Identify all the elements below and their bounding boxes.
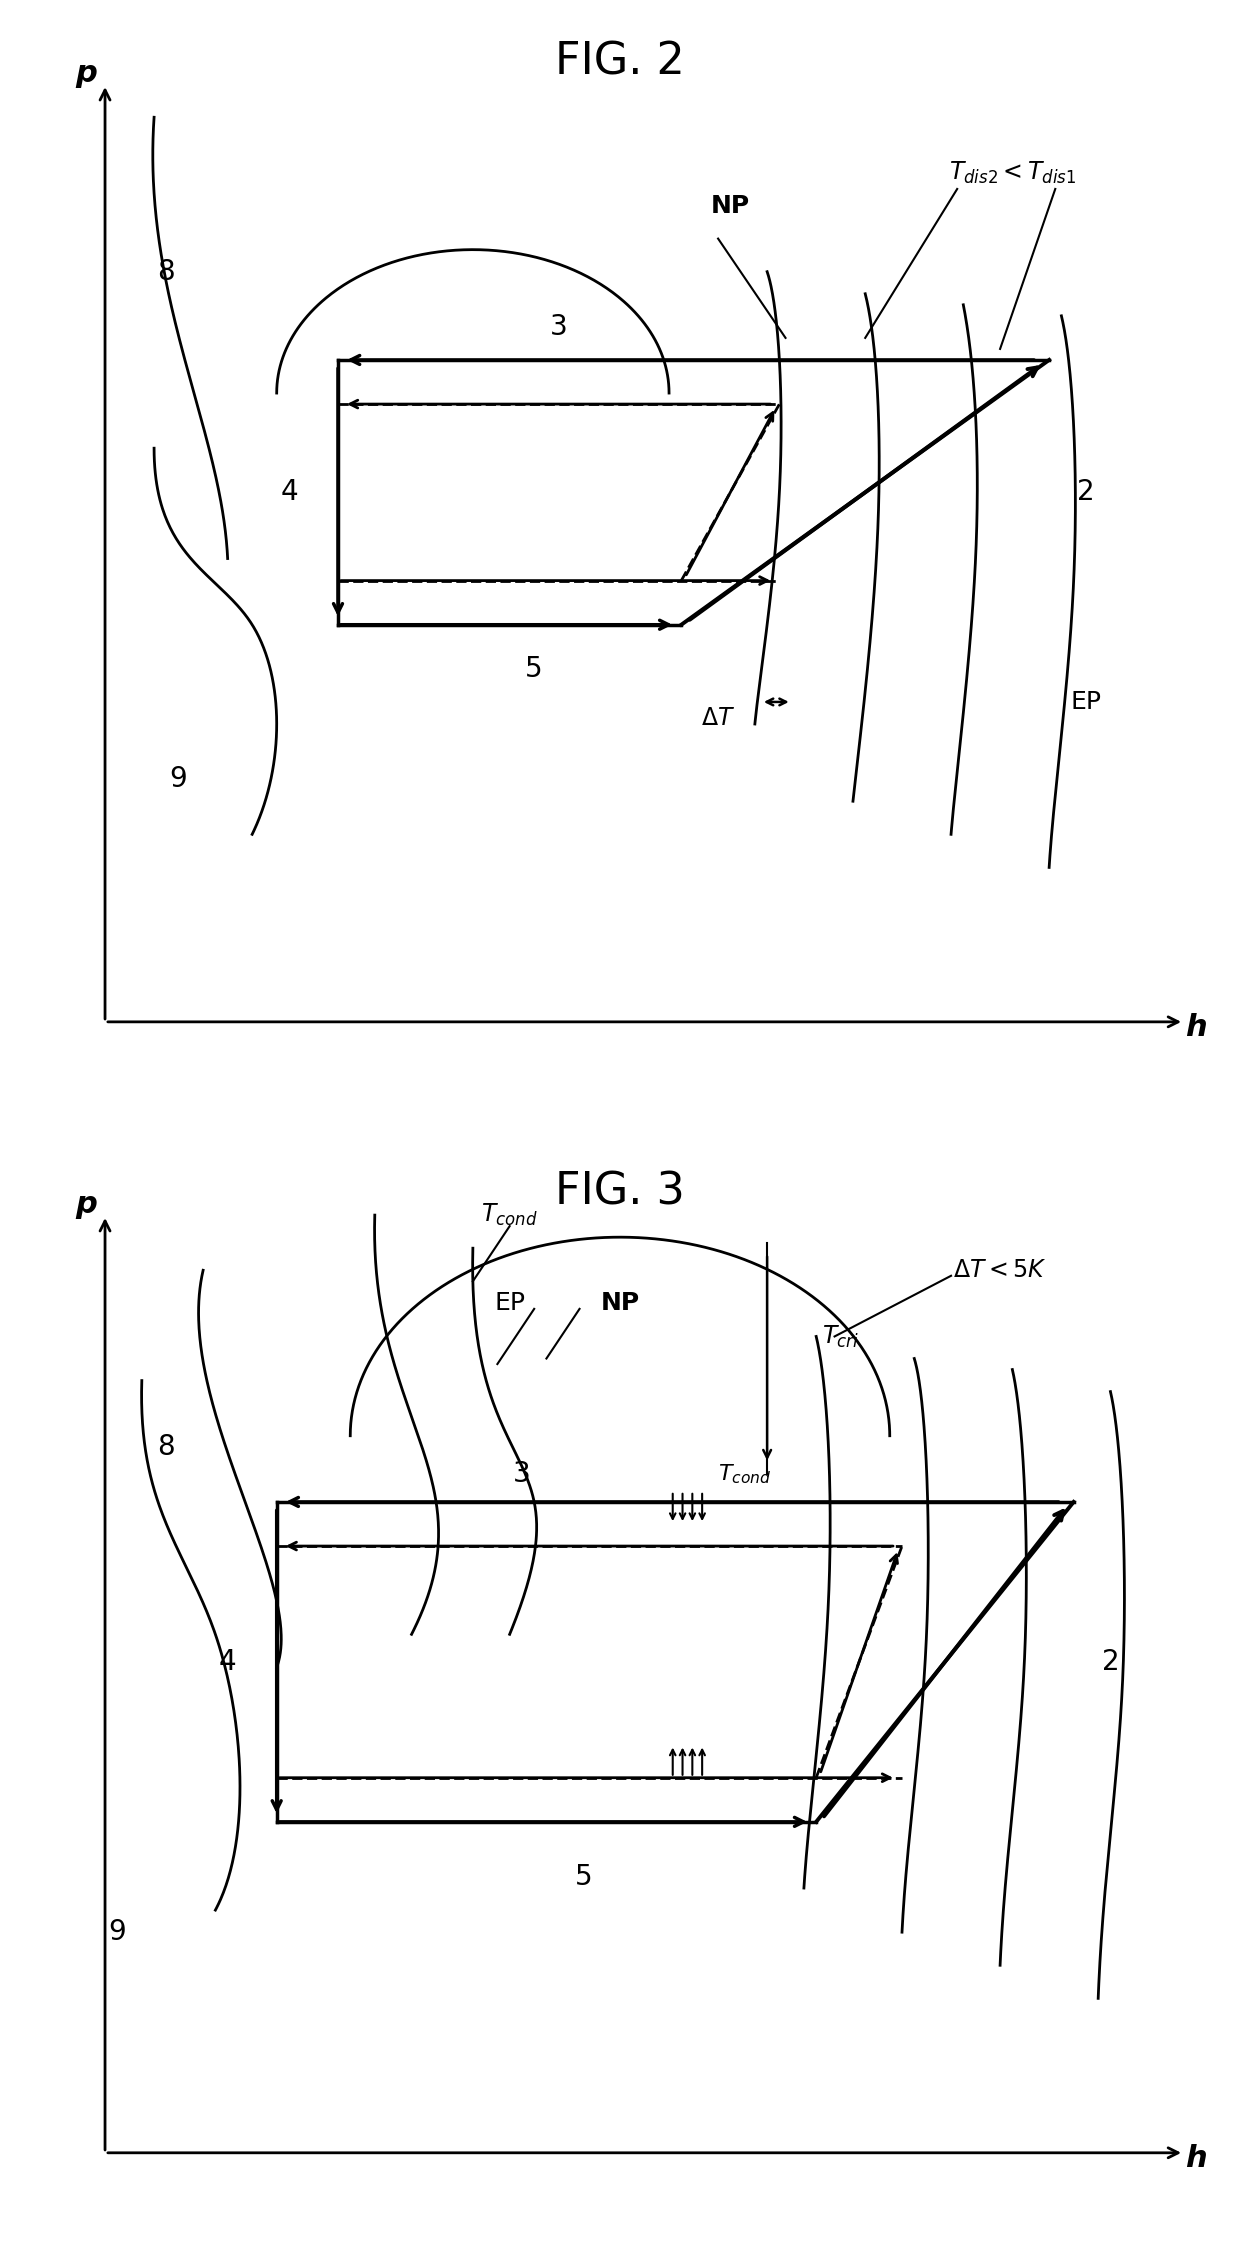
Text: 2: 2: [1078, 479, 1095, 506]
Text: $\Delta T$: $\Delta T$: [701, 706, 735, 731]
Text: EP: EP: [495, 1290, 526, 1315]
Text: 4: 4: [280, 479, 298, 506]
Text: 9: 9: [108, 1918, 126, 1947]
Text: 9: 9: [170, 764, 187, 794]
Text: $T_{cond}$: $T_{cond}$: [481, 1203, 538, 1227]
Text: p: p: [76, 1189, 98, 1218]
Text: EP: EP: [1070, 690, 1101, 715]
Text: h: h: [1185, 1014, 1208, 1041]
Text: $T_{cond}$: $T_{cond}$: [718, 1463, 771, 1486]
Text: 3: 3: [549, 312, 568, 342]
Text: 5: 5: [574, 1864, 591, 1891]
Text: 5: 5: [526, 654, 543, 683]
Text: 8: 8: [157, 1432, 175, 1461]
Text: $T_{dis2} < T_{dis1}$: $T_{dis2} < T_{dis1}$: [949, 160, 1076, 187]
Text: 4: 4: [218, 1648, 237, 1677]
Text: p: p: [76, 58, 98, 88]
Text: NP: NP: [711, 193, 750, 218]
Text: NP: NP: [600, 1290, 640, 1315]
Text: h: h: [1185, 2145, 1208, 2174]
Text: $\Delta T < 5K$: $\Delta T < 5K$: [954, 1259, 1047, 1281]
Text: 3: 3: [513, 1461, 531, 1488]
Text: 8: 8: [157, 259, 175, 285]
Text: $T_{cri}$: $T_{cri}$: [822, 1324, 859, 1349]
Text: 2: 2: [1101, 1648, 1120, 1677]
Text: FIG. 2: FIG. 2: [556, 40, 684, 83]
Text: FIG. 3: FIG. 3: [556, 1171, 684, 1214]
